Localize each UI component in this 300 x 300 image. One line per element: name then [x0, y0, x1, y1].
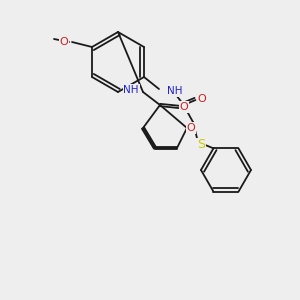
Text: NH: NH [124, 85, 139, 95]
Text: O: O [60, 37, 68, 47]
Text: NH: NH [167, 86, 182, 96]
Text: O: O [198, 94, 206, 104]
Text: O: O [180, 102, 188, 112]
Text: O: O [187, 123, 195, 133]
Text: S: S [197, 139, 205, 152]
